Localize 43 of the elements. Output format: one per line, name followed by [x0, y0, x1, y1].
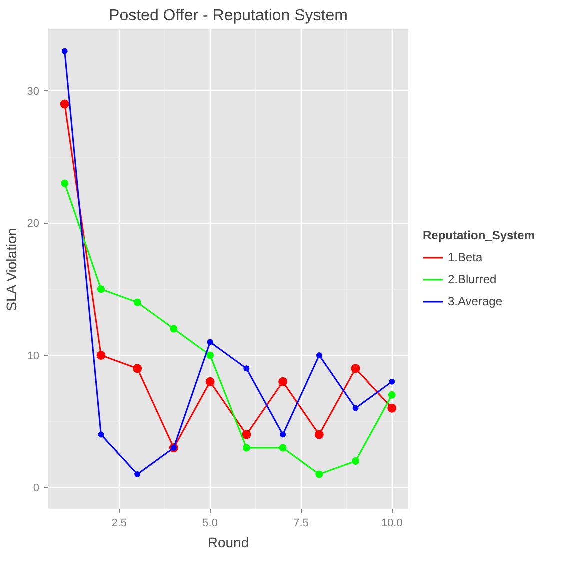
- point: [98, 432, 104, 438]
- x-tick-label: 7.5: [294, 518, 309, 530]
- legend-label: 3.Average: [448, 294, 502, 308]
- point: [244, 366, 250, 372]
- y-tick-label: 30: [27, 86, 40, 98]
- y-tick-label: 10: [27, 350, 40, 362]
- point: [352, 457, 360, 465]
- x-axis-title: Round: [208, 534, 250, 550]
- point: [280, 432, 286, 438]
- x-tick-label: 5.0: [202, 518, 218, 530]
- point: [61, 180, 69, 188]
- point: [96, 350, 106, 360]
- y-axis-title: SLA Violation: [3, 228, 20, 312]
- point: [388, 404, 397, 413]
- point: [206, 377, 215, 386]
- point: [134, 471, 141, 478]
- point: [316, 352, 322, 358]
- point: [352, 405, 359, 412]
- point: [279, 444, 287, 452]
- chart-title: Posted Offer - Reputation System: [109, 8, 348, 24]
- point: [314, 430, 324, 440]
- point: [389, 378, 396, 385]
- point: [62, 48, 68, 54]
- point: [351, 364, 360, 374]
- point: [388, 391, 396, 399]
- point: [133, 364, 142, 374]
- point: [60, 100, 70, 109]
- point: [242, 430, 252, 440]
- point: [134, 298, 142, 306]
- x-tick-label: 2.5: [112, 518, 128, 530]
- y-tick-label: 0: [33, 482, 40, 495]
- point: [207, 339, 214, 346]
- y-tick-label: 20: [27, 218, 40, 230]
- point: [97, 286, 105, 294]
- legend-title: Reputation_System: [423, 228, 536, 242]
- legend-label: 1.Beta: [448, 250, 483, 264]
- x-tick-label: 10.0: [381, 518, 403, 530]
- legend-label: 2.Blurred: [448, 272, 497, 286]
- point: [170, 325, 178, 333]
- point: [206, 352, 214, 360]
- point: [316, 470, 324, 478]
- point: [242, 444, 250, 452]
- point: [278, 377, 288, 386]
